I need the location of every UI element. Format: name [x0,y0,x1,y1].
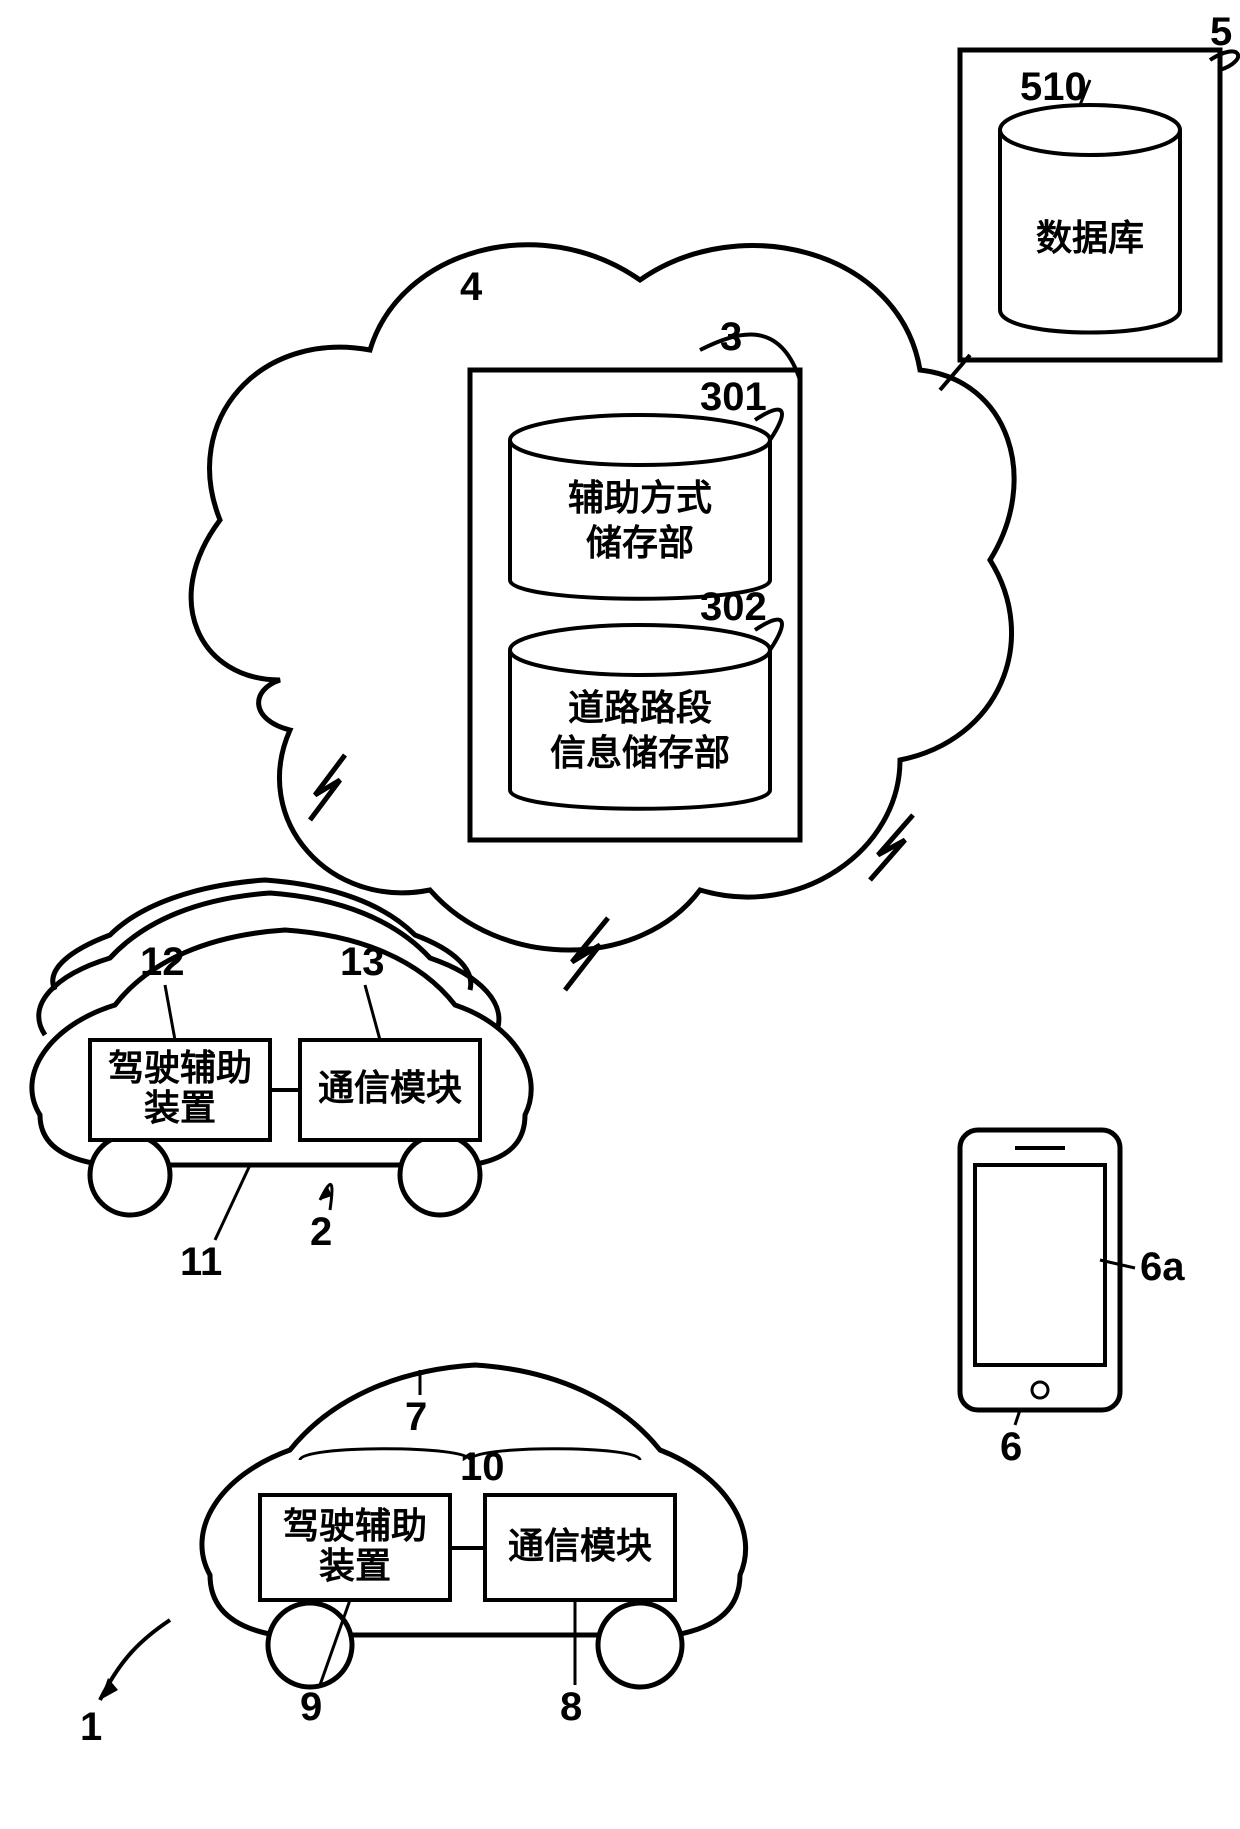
db-label: 数据库 [1036,217,1144,258]
ref-6a: 6a [1140,1245,1185,1289]
smartphone-screen [975,1165,1105,1365]
lightning-phone [870,815,913,880]
ref-301: 301 [700,375,767,419]
cyl1-label-l2: 储存部 [586,522,694,563]
cyl2-label-l1: 道路路段 [568,687,712,728]
ref-7: 7 [405,1395,427,1439]
ref-8: 8 [560,1685,582,1729]
ref-9: 9 [300,1685,322,1729]
ref-3: 3 [720,315,742,359]
car1-assist-l2: 装置 [144,1087,216,1128]
lightning-car1 [310,755,345,820]
ref-510: 510 [1020,65,1087,109]
system-diagram: 1 4 3 辅助方式 储存部 301 道路路段 信息储存部 302 5 数据库 … [0,0,1240,1829]
car2-assist-l1: 驾驶辅助 [283,1505,427,1546]
ref-13: 13 [340,940,385,984]
ref-2: 2 [310,1210,332,1254]
car2-assist-l2: 装置 [319,1545,391,1586]
car2-comm-label: 通信模块 [508,1525,652,1566]
cylinder-database: 数据库 [1000,105,1180,333]
cylinder-assist-method: 辅助方式 储存部 [510,415,770,599]
car1-comm-label: 通信模块 [318,1067,462,1108]
leader-1-arrow [100,1678,118,1700]
car1-assist-l1: 驾驶辅助 [108,1047,252,1088]
cylinder-road-info: 道路路段 信息储存部 [510,625,770,809]
ref-4: 4 [460,265,483,309]
ref-302: 302 [700,585,767,629]
ref-5: 5 [1210,10,1232,54]
leader-11 [215,1165,250,1240]
ref-12: 12 [140,940,185,984]
cyl1-label-l1: 辅助方式 [568,477,712,518]
ref-6: 6 [1000,1425,1022,1469]
lightning-car2 [565,918,608,990]
ref-1: 1 [80,1705,102,1749]
smartphone [960,1130,1120,1410]
ref-11: 11 [180,1240,222,1284]
cyl2-label-l2: 信息储存部 [550,732,730,773]
